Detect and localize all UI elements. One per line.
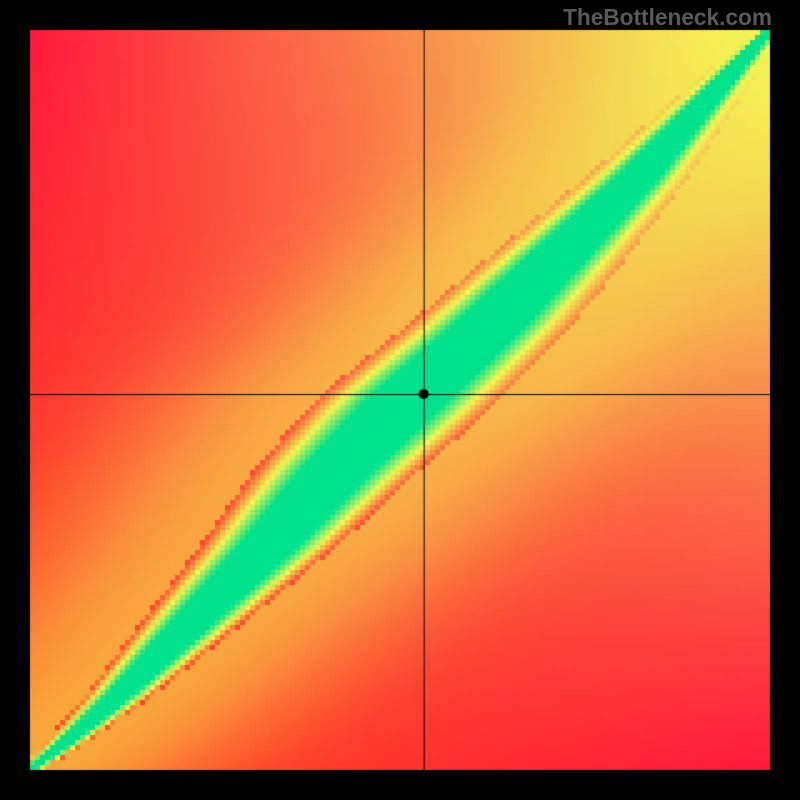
chart-container: TheBottleneck.com — [0, 0, 800, 800]
bottleneck-heatmap — [0, 0, 800, 800]
watermark-text: TheBottleneck.com — [563, 4, 772, 31]
